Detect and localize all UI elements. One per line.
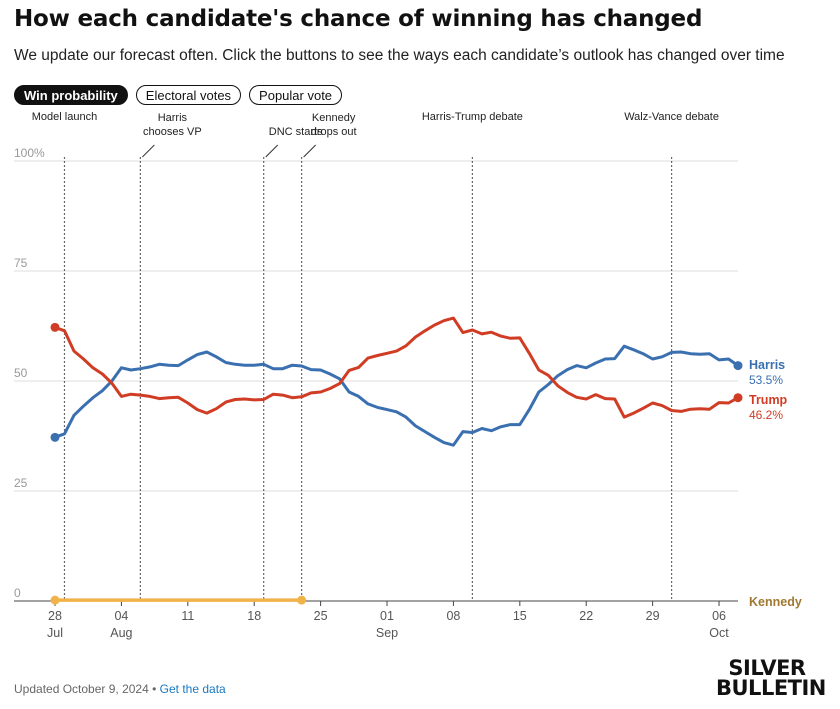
- event-leader: [142, 145, 154, 157]
- x-tick-label: 08: [446, 609, 460, 623]
- logo-line-2: BULLETIN: [716, 678, 818, 698]
- series-end-point: [734, 361, 743, 370]
- x-tick-label: 18: [247, 609, 261, 623]
- get-data-link[interactable]: Get the data: [160, 682, 226, 696]
- footer: Updated October 9, 2024 • Get the data: [14, 682, 226, 696]
- series-line-trump: [55, 318, 738, 417]
- event-label: Kennedy: [312, 112, 356, 124]
- x-tick-label: 01: [380, 609, 394, 623]
- event-label: Harris-Trump debate: [422, 111, 523, 123]
- event-leader: [266, 145, 278, 157]
- x-tick-label: 15: [513, 609, 527, 623]
- win-probability-chart: 0 25 50 75 100% 28 Jul 04 Aug 11 18 25 01 Sep 08 15 22 29…: [0, 0, 840, 660]
- x-tick-label: 06: [712, 609, 726, 623]
- x-tick-label: 29: [646, 609, 660, 623]
- event-leader: [304, 145, 316, 157]
- series-start-point: [51, 596, 60, 605]
- series-value-harris: 53.5%: [749, 373, 783, 387]
- y-tick-label: 75: [14, 256, 28, 270]
- y-tick-label: 50: [14, 366, 28, 380]
- x-tick-month-label: Oct: [709, 626, 729, 640]
- event-label: chooses VP: [143, 126, 202, 138]
- updated-text: Updated October 9, 2024: [14, 682, 149, 696]
- event-label: drops out: [311, 126, 357, 138]
- series-start-point: [51, 323, 60, 332]
- footer-separator: •: [152, 682, 156, 696]
- x-tick-label: 28: [48, 609, 62, 623]
- x-tick-label: 25: [314, 609, 328, 623]
- x-tick-label: 04: [114, 609, 128, 623]
- series-end-point: [297, 596, 306, 605]
- series-name-kennedy: Kennedy: [749, 595, 802, 609]
- event-label: Walz-Vance debate: [624, 111, 719, 123]
- series-value-trump: 46.2%: [749, 408, 783, 422]
- series-end-point: [734, 393, 743, 402]
- logo-line-1: SILVER: [716, 658, 818, 678]
- y-tick-label: 0: [14, 586, 21, 600]
- series-start-point: [51, 433, 60, 442]
- y-tick-label: 25: [14, 476, 28, 490]
- event-label: Model launch: [32, 111, 97, 123]
- x-tick-month-label: Sep: [376, 626, 398, 640]
- silver-bulletin-logo: SILVER BULLETIN: [716, 658, 818, 698]
- series-line-harris: [55, 346, 738, 445]
- series-name-harris: Harris: [749, 358, 785, 372]
- series-name-trump: Trump: [749, 393, 788, 407]
- x-tick-month-label: Jul: [47, 626, 63, 640]
- event-label: Harris: [158, 112, 188, 124]
- x-tick-label: 11: [181, 609, 194, 623]
- x-tick-label: 22: [579, 609, 593, 623]
- y-tick-label: 100%: [14, 146, 45, 160]
- x-tick-month-label: Aug: [110, 626, 132, 640]
